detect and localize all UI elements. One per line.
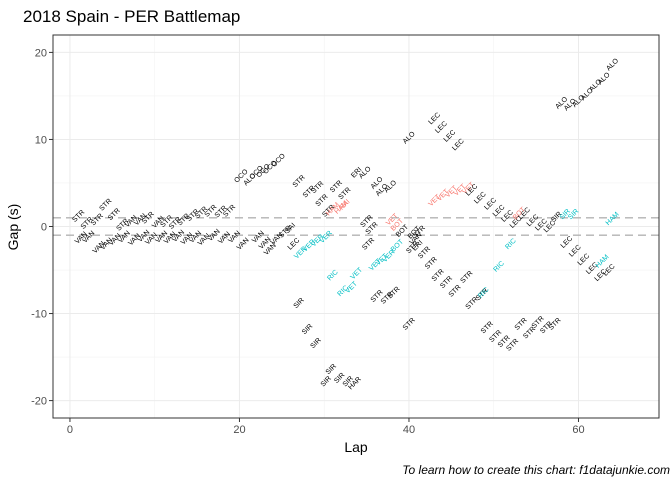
x-axis-title: Lap [344,439,368,455]
y-tick-label: 10 [35,134,47,146]
x-axis: 0 20 40 60 [67,418,585,436]
chart-title: 2018 Spain - PER Battlemap [23,7,240,26]
grid-lines [53,35,659,418]
y-tick-label: 0 [41,222,47,234]
x-tick-label: 20 [233,424,245,436]
reference-lines [53,217,659,236]
y-tick-label: -10 [31,309,47,321]
y-tick-label: 20 [35,47,47,59]
x-tick-label: 0 [67,424,73,436]
x-tick-label: 40 [403,424,415,436]
y-axis: -20 -10 0 10 20 [31,47,53,408]
y-axis-title: Gap (s) [5,204,21,251]
chart-caption: To learn how to create this chart: f1dat… [402,463,670,477]
y-tick-label: -20 [31,396,47,408]
x-tick-label: 60 [572,424,584,436]
